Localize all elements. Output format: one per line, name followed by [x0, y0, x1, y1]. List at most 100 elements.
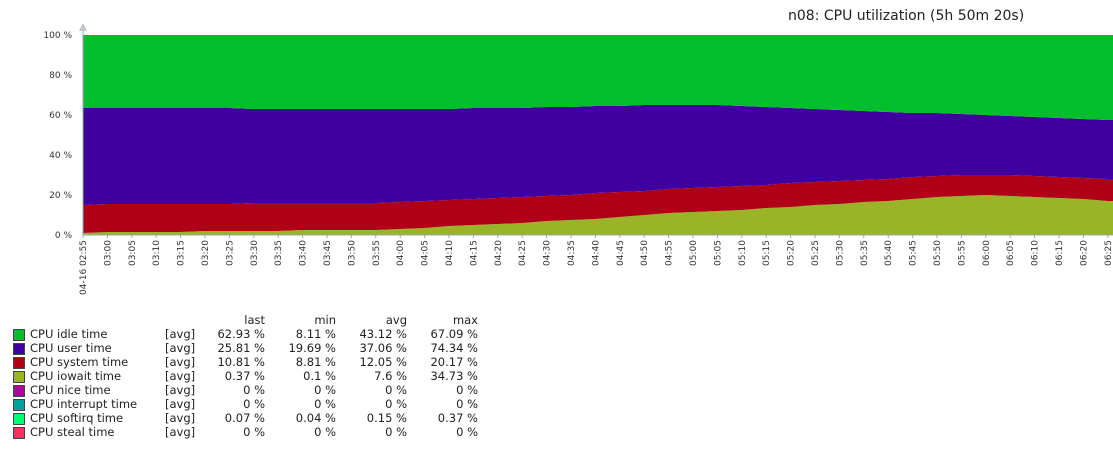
x-tick-label: 04:05: [421, 240, 431, 266]
x-tick-label: 06:25: [1104, 240, 1113, 266]
x-tick-label: 04:30: [543, 240, 553, 266]
legend-last: 0 %: [243, 397, 265, 411]
x-tick-label: 04:25: [518, 240, 528, 266]
legend-avg: 0 %: [385, 425, 407, 439]
legend-last: 62.93 %: [217, 327, 265, 341]
legend-last: 25.81 %: [217, 341, 265, 355]
x-tick-label: 05:30: [835, 240, 845, 266]
legend-name: CPU interrupt time: [30, 397, 138, 411]
legend-name: CPU idle time: [30, 327, 108, 341]
legend-func: [avg]: [165, 355, 196, 369]
x-tick-label: 06:15: [1055, 240, 1065, 266]
x-tick-label: 04:50: [640, 240, 650, 266]
legend-header-last: last: [244, 313, 265, 327]
legend-min: 8.81 %: [295, 355, 336, 369]
legend-swatch: [13, 371, 25, 383]
plot-area: 0 % 20 % 40 % 60 % 80 % 100 % 04-16 02:55 03:00…: [43, 24, 1113, 295]
y-tick-label: 60 %: [49, 111, 72, 121]
legend-last: 0 %: [243, 425, 265, 439]
legend-header-max: max: [452, 313, 478, 327]
legend-avg: 0.15 %: [366, 411, 407, 425]
x-tick-label: 04:15: [469, 240, 479, 266]
y-tick-label: 80 %: [49, 71, 72, 81]
legend-avg: 12.05 %: [359, 355, 407, 369]
legend-name: CPU nice time: [30, 383, 111, 397]
x-tick-label: 04-16 02:55: [79, 240, 89, 295]
x-tick-label: 03:45: [323, 240, 333, 266]
x-tick-label: 03:50: [347, 240, 357, 266]
legend-func: [avg]: [165, 411, 196, 425]
legend-min: 0 %: [314, 383, 336, 397]
legend-max: 67.09 %: [430, 327, 478, 341]
x-tick-label: 03:20: [201, 240, 211, 266]
x-tick-label: 04:35: [567, 240, 577, 266]
legend-func: [avg]: [165, 327, 196, 341]
series-area-cpu-system-time: [83, 175, 1113, 233]
legend-swatch: [13, 329, 25, 341]
x-tick-label: 03:35: [274, 240, 284, 266]
x-tick-label: 03:05: [128, 240, 138, 266]
x-tick-label: 05:20: [787, 240, 797, 266]
legend-min: 0 %: [314, 397, 336, 411]
x-tick-label: 04:10: [445, 240, 455, 266]
legend-avg: 37.06 %: [359, 341, 407, 355]
series-area-cpu-idle-time: [83, 35, 1113, 120]
legend-swatch: [13, 399, 25, 411]
x-tick-label: 03:00: [103, 240, 113, 266]
legend-swatch: [13, 343, 25, 355]
x-tick-label: 05:40: [884, 240, 894, 266]
x-tick-label: 05:55: [957, 240, 967, 266]
y-tick-label: 40 %: [49, 151, 72, 161]
y-axis-arrow-icon: [79, 24, 87, 31]
legend-name: CPU iowait time: [30, 369, 122, 383]
legend-swatch: [13, 357, 25, 369]
x-tick-label: 05:00: [689, 240, 699, 266]
legend-avg: 7.6 %: [374, 369, 407, 383]
legend-min: 0.1 %: [303, 369, 336, 383]
x-tick-label: 06:00: [982, 240, 992, 266]
legend-swatch: [13, 427, 25, 439]
x-tick-label: 06:05: [1006, 240, 1016, 266]
legend-name: CPU user time: [30, 341, 112, 355]
legend-min: 0 %: [314, 425, 336, 439]
legend-name: CPU steal time: [30, 425, 115, 439]
x-tick-label: 05:05: [713, 240, 723, 266]
legend-min: 8.11 %: [295, 327, 336, 341]
legend-min: 0.04 %: [295, 411, 336, 425]
legend-max: 0 %: [456, 383, 478, 397]
legend-name: CPU softirq time: [30, 411, 124, 425]
x-tick-label: 04:00: [396, 240, 406, 266]
y-tick-label: 20 %: [49, 191, 72, 201]
legend-name: CPU system time: [30, 355, 129, 369]
x-tick-label: 03:25: [225, 240, 235, 266]
y-tick-label: 100 %: [43, 31, 72, 41]
x-tick-label: 03:10: [152, 240, 162, 266]
x-tick-label: 06:10: [1031, 240, 1041, 266]
legend-last: 0.07 %: [224, 411, 265, 425]
legend-avg: 0 %: [385, 383, 407, 397]
legend-last: 10.81 %: [217, 355, 265, 369]
legend-func: [avg]: [165, 397, 196, 411]
legend-func: [avg]: [165, 383, 196, 397]
x-tick-label: 05:45: [909, 240, 919, 266]
x-tick-label: 06:20: [1079, 240, 1089, 266]
legend-max: 74.34 %: [430, 341, 478, 355]
legend-min: 19.69 %: [288, 341, 336, 355]
x-tick-label: 04:20: [494, 240, 504, 266]
x-tick-label: 05:35: [860, 240, 870, 266]
legend-func: [avg]: [165, 341, 196, 355]
legend-max: 0.37 %: [437, 411, 478, 425]
legend-header-avg: avg: [385, 313, 407, 327]
y-tick-label: 0 %: [55, 231, 73, 241]
x-tick-label: 04:45: [616, 240, 626, 266]
x-tick-label: 05:15: [762, 240, 772, 266]
legend-func: [avg]: [165, 369, 196, 383]
legend-header-min: min: [314, 313, 336, 327]
legend-max: 0 %: [456, 397, 478, 411]
x-tick-label: 03:30: [250, 240, 260, 266]
legend-last: 0 %: [243, 383, 265, 397]
x-tick-label: 03:15: [177, 240, 187, 266]
legend-max: 34.73 %: [430, 369, 478, 383]
x-tick-label: 05:10: [738, 240, 748, 266]
